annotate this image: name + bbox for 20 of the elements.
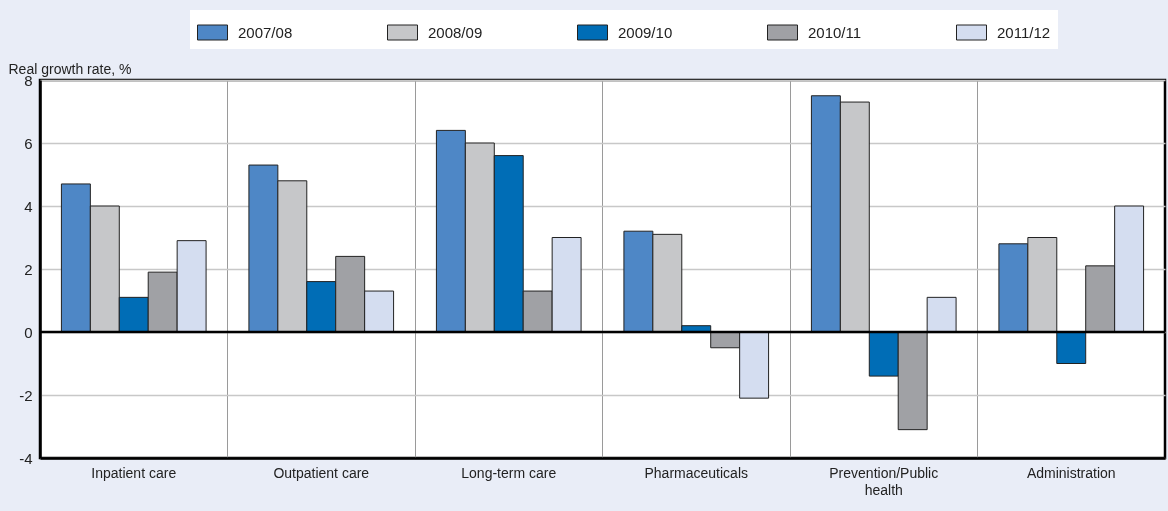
y-tick-label: -2	[19, 386, 33, 404]
legend-label: 2010/11	[808, 23, 862, 41]
bar	[926, 296, 957, 333]
x-tick-label: Long-term care	[461, 464, 557, 481]
y-tick-label: -4	[19, 449, 33, 467]
legend-label: 2008/09	[428, 23, 483, 41]
x-tick-label: Outpatient care	[273, 464, 370, 481]
y-tick-label: 6	[24, 134, 33, 152]
y-tick-label: 0	[24, 323, 33, 341]
y-tick-label: 2	[24, 260, 33, 278]
legend-label: 2011/12	[997, 23, 1051, 41]
bar	[1056, 331, 1087, 364]
y-tick-label: 4	[24, 197, 33, 215]
x-tick-label: Prevention/Public health	[829, 464, 939, 498]
x-tick-label: Inpatient care	[91, 464, 177, 481]
legend-label: 2009/10	[618, 23, 673, 41]
x-tick-label: Pharmaceuticals	[644, 464, 748, 481]
y-axis-title: Real growth rate, %	[8, 60, 132, 77]
x-tick-label: Administration	[1026, 464, 1116, 481]
legend-label: 2007/08	[238, 23, 293, 41]
